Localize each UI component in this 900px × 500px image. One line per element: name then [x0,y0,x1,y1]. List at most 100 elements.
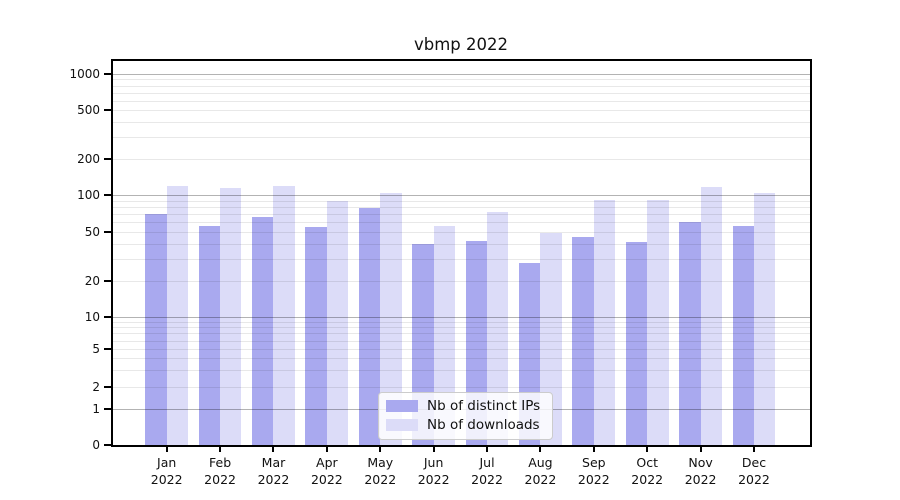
bar-downloads-mar [273,186,295,445]
x-axis-label-dec: Dec 2022 [722,454,786,488]
y-axis-tick-label: 50 [84,224,100,239]
x-axis-tick [272,445,275,452]
bar-downloads-apr [326,201,349,445]
x-axis-label-may: May 2022 [348,454,412,488]
bar-downloads-feb [220,187,242,445]
chart-title: vbmp 2022 [413,35,509,54]
month-label: Apr [316,455,338,470]
x-axis-tick [325,445,328,452]
month-label: Oct [636,455,659,470]
legend-label-downloads: Nb of downloads [427,417,540,433]
y-axis-tick-label: 1 [92,401,100,416]
month-label: Jul [479,455,495,470]
y-axis-tick-label: 100 [77,188,100,203]
bar-downloads-aug [540,232,562,445]
bar-downloads-oct [647,200,669,445]
bar-distinct-ips-dec [732,225,754,445]
x-axis-label-oct: Oct 2022 [615,454,679,488]
legend-swatch-downloads-icon [386,419,418,431]
year-label: 2022 [364,472,397,487]
x-axis-tick [486,445,489,452]
plot-area: Nb of distinct IPs Nb of downloads 0 1 2 5 1… [69,59,812,487]
x-axis-tick [379,445,382,452]
y-axis-tick [104,315,111,318]
y-axis-tick [104,230,111,233]
month-label: Mar [261,455,286,470]
bar-distinct-ips-oct [625,242,648,445]
month-label: May [367,455,394,470]
year-label: 2022 [257,472,290,487]
year-label: 2022 [204,472,236,487]
x-axis-label-jan: Jan 2022 [135,454,199,488]
y-axis-tick-label: 10 [84,309,100,324]
legend: Nb of distinct IPs Nb of downloads [378,392,554,440]
y-axis-tick-label: 20 [84,273,100,288]
x-axis-label-jun: Jun 2022 [402,454,466,488]
y-axis-tick-label: 5 [92,342,100,356]
y-axis-tick-label: 200 [77,151,100,166]
legend-item-distinct-ips: Nb of distinct IPs [386,398,540,414]
month-label: Jun [423,455,444,470]
bar-distinct-ips-may [358,207,381,445]
bar-distinct-ips-sep [572,237,594,445]
y-axis-tick [104,194,111,197]
y-axis-tick [104,348,111,350]
y-axis-tick-label: 2 [92,380,100,395]
y-axis-tick-label: 500 [77,103,100,118]
bar-distinct-ips-nov [679,222,701,445]
x-axis-label-mar: Mar 2022 [241,454,305,488]
y-axis-tick [104,407,111,410]
month-label: Sep [582,455,606,470]
y-axis-tick [104,386,111,389]
x-axis-label-feb: Feb 2022 [188,454,252,488]
x-axis-label-jul: Jul 2022 [455,454,519,488]
y-axis-tick [104,157,111,160]
month-label: Nov [688,455,713,470]
y-axis-tick [104,72,111,75]
legend-label-distinct-ips: Nb of distinct IPs [427,398,541,414]
bar-downloads-jul [487,211,509,445]
x-axis-tick [165,445,168,452]
x-axis-tick [432,445,435,452]
legend-swatch-distinct-ips-icon [386,400,418,412]
x-axis-tick [646,445,649,452]
year-label: 2022 [471,472,503,487]
y-axis-tick-label: 1000 [69,66,100,81]
year-label: 2022 [631,472,664,487]
x-axis-tick [699,445,702,452]
month-label: Aug [528,455,553,470]
bar-distinct-ips-mar [252,217,274,445]
bar-distinct-ips-apr [305,226,327,445]
y-axis-tick [104,109,111,112]
bar-downloads-jun [433,225,456,445]
x-axis-label-sep: Sep 2022 [562,454,626,488]
x-axis-tick [592,445,595,452]
x-axis-tick [539,445,542,452]
year-label: 2022 [524,472,557,487]
bar-downloads-nov [700,186,722,445]
month-label: Jan [157,455,177,470]
x-axis-tick [219,445,222,452]
year-label: 2022 [417,472,450,487]
y-axis-tick [104,444,111,446]
x-axis-label-aug: Aug 2022 [508,454,572,488]
year-label: 2022 [310,472,343,487]
bar-downloads-jan [166,186,189,445]
bar-downloads-may [380,192,402,445]
legend-item-downloads: Nb of downloads [386,417,540,433]
bar-distinct-ips-jan [145,214,167,445]
year-label: 2022 [150,472,183,487]
x-axis-label-nov: Nov 2022 [669,454,733,488]
bar-downloads-sep [593,199,616,445]
y-axis-tick [104,279,111,282]
x-axis-tick [752,445,755,452]
bar-distinct-ips-feb [198,225,221,445]
month-label: Feb [209,455,232,470]
bars-layer [113,61,810,445]
year-label: 2022 [684,472,717,487]
y-axis-tick-label: 0 [92,438,100,452]
year-label: 2022 [738,472,770,487]
year-label: 2022 [577,472,610,487]
month-label: Dec [741,455,767,470]
